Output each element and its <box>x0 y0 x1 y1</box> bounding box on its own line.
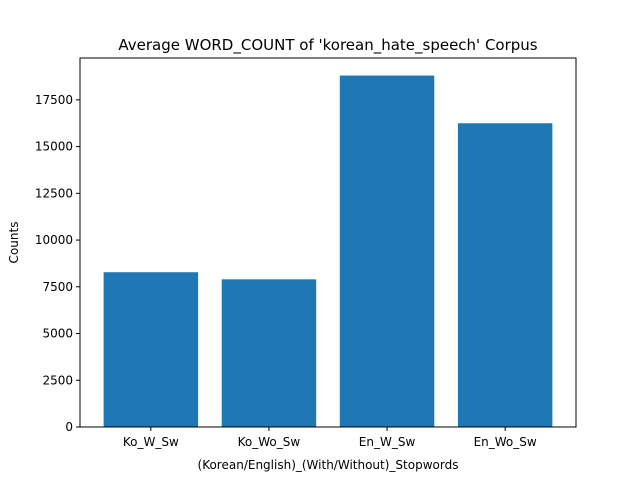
ticks-layer: Ko_W_Sw Ko_Wo_Sw En_W_Sw En_Wo_Sw 0 2500 5000 7… <box>35 93 537 449</box>
y-tick-label: 12500 <box>35 186 73 200</box>
y-axis-label: Counts <box>7 222 21 264</box>
y-tick-label: 5000 <box>42 327 73 341</box>
y-tick-label: 15000 <box>35 140 73 154</box>
y-tick-label: 17500 <box>35 93 73 107</box>
y-tick-label: 0 <box>65 420 73 434</box>
x-tick-label: Ko_Wo_Sw <box>238 435 301 449</box>
plot-frame <box>79 57 577 428</box>
y-tick-label: 2500 <box>42 373 73 387</box>
y-tick-label: 10000 <box>35 233 73 247</box>
x-axis-label: (Korean/English)_(With/Without)_Stopword… <box>198 458 459 472</box>
x-tick-label: Ko_W_Sw <box>123 435 179 449</box>
bar-ko-wo-sw <box>221 279 317 427</box>
bar-en-wo-sw <box>457 123 553 428</box>
x-tick-label: En_W_Sw <box>359 435 416 449</box>
bar-ko-w-sw <box>103 272 199 427</box>
x-tick-label: En_Wo_Sw <box>474 435 537 449</box>
bar-en-w-sw <box>339 75 435 427</box>
y-tick-label: 7500 <box>42 280 73 294</box>
bars-layer <box>103 75 553 428</box>
chart-title: Average WORD_COUNT of 'korean_hate_speec… <box>118 36 537 55</box>
